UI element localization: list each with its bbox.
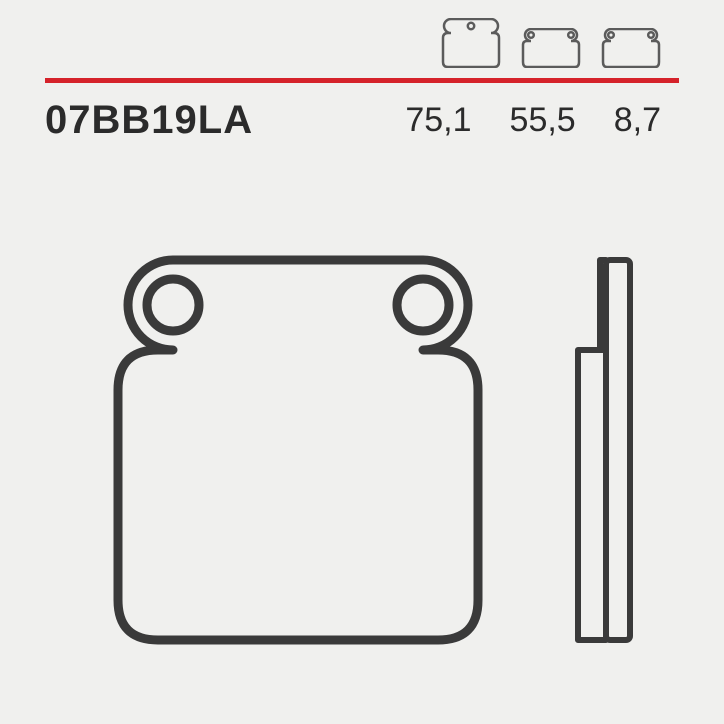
dim-width: 75,1 [405, 101, 471, 140]
pad-outline [118, 260, 478, 640]
backplate [606, 260, 630, 640]
pad-front-icon [438, 18, 504, 73]
friction-material [578, 350, 606, 640]
accent-divider [45, 78, 679, 83]
part-number: 07BB19LA [45, 98, 253, 143]
dim-height: 55,5 [510, 101, 576, 140]
pad-front-icon [598, 28, 664, 73]
pad-front-icon [518, 28, 584, 73]
dim-thickness: 8,7 [614, 101, 661, 140]
spec-row: 07BB19LA 75,1 55,5 8,7 [45, 98, 679, 143]
pad-side-view [556, 245, 646, 645]
dimensions: 75,1 55,5 8,7 [405, 101, 679, 140]
header-icon-row [438, 18, 664, 73]
mount-hole-right [397, 279, 449, 331]
technical-drawing [45, 200, 679, 689]
pad-front-view [78, 245, 518, 645]
mount-hole-left [147, 279, 199, 331]
